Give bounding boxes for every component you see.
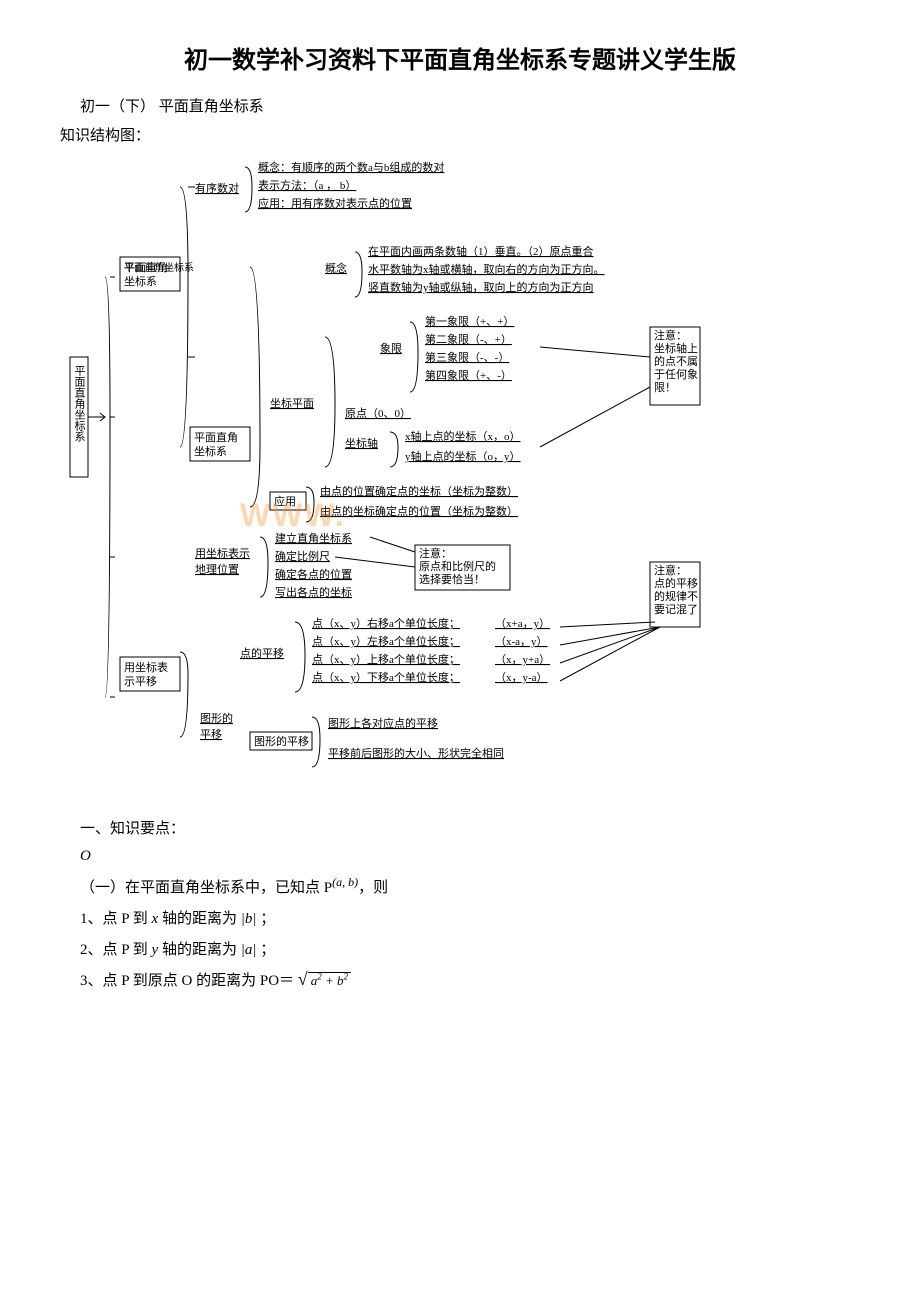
svg-text:概念：有顺序的两个数a与b组成的数对: 概念：有顺序的两个数a与b组成的数对 [258, 160, 444, 174]
svg-text:图形上各对应点的平移: 图形上各对应点的平移 [328, 716, 438, 730]
svg-text:注意：: 注意： [654, 328, 687, 342]
svg-text:写出各点的坐标: 写出各点的坐标 [275, 585, 352, 599]
origin-o: O [80, 848, 860, 865]
watermark: WWW. [240, 497, 346, 534]
svg-text:坐标系: 坐标系 [124, 274, 157, 288]
svg-text:用坐标表示: 用坐标表示 [195, 546, 250, 560]
svg-text:选择要恰当！: 选择要恰当！ [419, 572, 485, 586]
svg-text:图形的平移: 图形的平移 [254, 734, 309, 748]
diagram-svg: 平面直角坐标系 平面直角坐标系 平面直角 坐标系 有序数对 概念：有顺序的两个数… [60, 157, 800, 797]
sqrt-symbol: √ [298, 969, 308, 989]
svg-text:于任何象: 于任何象 [654, 368, 698, 381]
svg-text:确定各点的位置: 确定各点的位置 [275, 567, 352, 581]
l1a: 1、点 P 到 [80, 911, 148, 927]
svg-text:示平移: 示平移 [124, 675, 157, 688]
sqrt-body: a2 + b2 [308, 972, 351, 988]
svg-text:地理位置: 地理位置 [195, 562, 239, 576]
svg-text:注意：: 注意： [654, 563, 687, 577]
svg-text:要记混了: 要记混了 [654, 603, 698, 616]
l1-x: x [152, 911, 159, 927]
l2-abs-a: |a| [241, 942, 257, 958]
svg-text:（x，y-a）: （x，y-a） [495, 671, 548, 684]
svg-text:竖直数轴为y轴或纵轴，取向上的方向为正方向: 竖直数轴为y轴或纵轴，取向上的方向为正方向 [368, 280, 594, 294]
svg-text:点（x、y）左移a个单位长度；: 点（x、y）左移a个单位长度； [312, 634, 460, 648]
svg-text:由点的位置确定点的坐标（坐标为整数）: 由点的位置确定点的坐标（坐标为整数） [320, 484, 518, 498]
svg-text:表示方法：（a ， b）: 表示方法：（a ， b） [258, 178, 356, 192]
svg-text:点（x、y）上移a个单位长度；: 点（x、y）上移a个单位长度； [312, 652, 460, 666]
svg-text:第三象限（-、-）: 第三象限（-、-） [425, 350, 509, 364]
svg-text:x轴上点的坐标（x，o）: x轴上点的坐标（x，o） [405, 429, 521, 443]
l2c: 轴的距离为 [162, 942, 237, 958]
subtitle: 初一（下） 平面直角坐标系 [80, 95, 860, 116]
para-1: （一）在平面直角坐标系中，已知点 P(a, b)，则 [80, 875, 860, 897]
sqrt-expression: √a2 + b2 [298, 969, 351, 990]
l1e: ； [260, 911, 275, 927]
knowledge-structure-diagram: WWW. 平面直角坐标系 平面直角坐标系 平面直角 坐标系 有序数对 概念：有顺… [60, 157, 860, 797]
svg-text:平面直角坐标系: 平面直角坐标系 [73, 365, 86, 442]
svg-text:由点的坐标确定点的位置（坐标为整数）: 由点的坐标确定点的位置（坐标为整数） [320, 504, 518, 518]
p1-text-c: ，则 [358, 880, 388, 896]
svg-text:y轴上点的坐标（o，y）: y轴上点的坐标（o，y） [405, 449, 521, 463]
svg-text:平面直角: 平面直角 [124, 260, 168, 274]
p1-coords: (a, b) [332, 875, 358, 889]
svg-text:点（x、y）右移a个单位长度；: 点（x、y）右移a个单位长度； [312, 616, 460, 630]
svg-text:的规律不: 的规律不 [654, 589, 698, 603]
structure-label: 知识结构图： [60, 124, 860, 145]
l2a: 2、点 P 到 [80, 942, 148, 958]
svg-text:（x-a，y）: （x-a，y） [495, 635, 548, 648]
svg-text:原点（0、0）: 原点（0、0） [345, 407, 411, 420]
svg-text:第一象限（+、+）: 第一象限（+、+） [425, 314, 514, 328]
svg-text:在平面内画两条数轴（1）垂直。（2）原点重合: 在平面内画两条数轴（1）垂直。（2）原点重合 [368, 244, 594, 258]
svg-text:点的平移: 点的平移 [240, 646, 284, 660]
line-3: 3、点 P 到原点 O 的距离为 PO＝ √a2 + b2 [80, 969, 860, 990]
svg-text:第二象限（-、+）: 第二象限（-、+） [425, 332, 512, 346]
svg-text:图形的: 图形的 [200, 711, 233, 725]
svg-text:确定比例尺: 确定比例尺 [275, 549, 330, 563]
svg-text:限！: 限！ [654, 381, 676, 394]
l3a: 3、点 P 到原点 O 的距离为 PO＝ [80, 973, 294, 989]
svg-text:点的平移: 点的平移 [654, 576, 698, 590]
svg-text:有序数对: 有序数对 [195, 181, 239, 195]
svg-text:坐标平面: 坐标平面 [270, 396, 314, 410]
svg-text:平移前后图形的大小、形状完全相同: 平移前后图形的大小、形状完全相同 [328, 746, 504, 760]
line-1: 1、点 P 到 x 轴的距离为 |b| ； [80, 907, 860, 928]
svg-text:的点不属: 的点不属 [654, 354, 698, 368]
svg-text:坐标系: 坐标系 [194, 444, 227, 458]
svg-text:坐标轴上: 坐标轴上 [654, 341, 698, 355]
svg-text:第四象限（+、-）: 第四象限（+、-） [425, 368, 512, 382]
svg-text:坐标轴: 坐标轴 [345, 436, 378, 450]
svg-text:（x+a，y）: （x+a，y） [495, 617, 550, 630]
l2e: ； [260, 942, 275, 958]
svg-text:平面直角: 平面直角 [194, 430, 238, 444]
l2-y: y [152, 942, 159, 958]
svg-text:平移: 平移 [200, 728, 222, 741]
svg-text:概念: 概念 [325, 261, 347, 275]
section-1-heading: 一、知识要点： [80, 817, 860, 838]
svg-text:注意：: 注意： [419, 546, 452, 560]
svg-text:原点和比例尺的: 原点和比例尺的 [419, 559, 496, 573]
svg-text:（x，y+a）: （x，y+a） [495, 653, 550, 666]
svg-text:点（x、y）下移a个单位长度；: 点（x、y）下移a个单位长度； [312, 670, 460, 684]
l1c: 轴的距离为 [162, 911, 237, 927]
l1-abs-b: |b| [241, 911, 257, 927]
page-title: 初一数学补习资料下平面直角坐标系专题讲义学生版 [60, 40, 860, 75]
svg-text:水平数轴为x轴或横轴，取向右的方向为正方向。: 水平数轴为x轴或横轴，取向右的方向为正方向。 [368, 262, 605, 276]
svg-text:用坐标表: 用坐标表 [124, 660, 168, 674]
p1-text-a: （一）在平面直角坐标系中，已知点 P [80, 880, 332, 896]
svg-text:应用：用有序数对表示点的位置: 应用：用有序数对表示点的位置 [258, 196, 412, 210]
svg-text:象限: 象限 [380, 342, 402, 355]
line-2: 2、点 P 到 y 轴的距离为 |a| ； [80, 938, 860, 959]
